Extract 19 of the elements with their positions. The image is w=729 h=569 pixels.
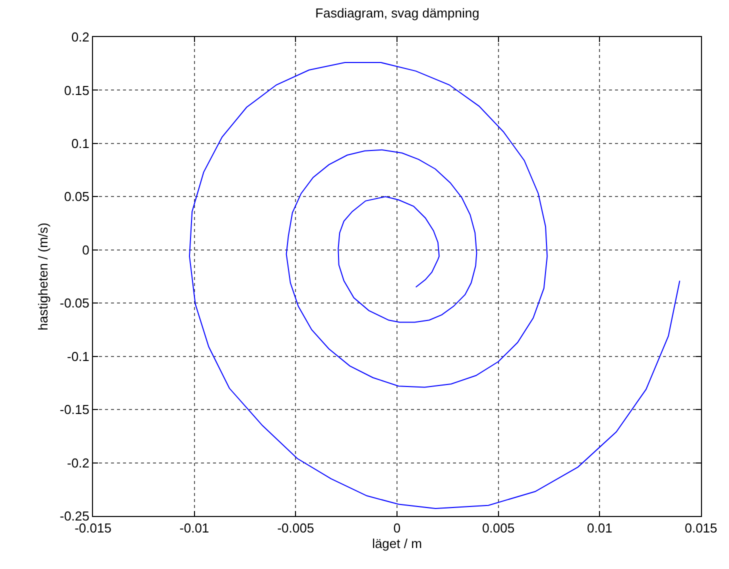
x-tick-label: -0.01 <box>180 520 210 536</box>
y-tick-label: 0 <box>82 242 90 258</box>
y-tick-label: -0.15 <box>60 402 90 418</box>
y-axis-title: hastigheten / (m/s) <box>36 222 51 330</box>
x-tick-label: 0.015 <box>684 520 718 536</box>
y-tick-label: 0.1 <box>71 136 90 151</box>
x-tick-label: 0.005 <box>482 520 515 536</box>
y-tick-label: 0.15 <box>64 82 90 98</box>
chart-title: Fasdiagram, svag dämpning <box>315 6 480 21</box>
y-tick-label: -0.1 <box>66 348 90 364</box>
y-tick-label: 0.05 <box>64 189 90 204</box>
y-tick-label: -0.05 <box>60 296 90 311</box>
x-tick-label: 0 <box>393 520 401 536</box>
line-series <box>188 62 680 510</box>
x-tick-label: -0.005 <box>277 520 314 536</box>
x-tick-label: 0.01 <box>587 520 612 536</box>
x-axis-title: läget / m <box>372 536 422 552</box>
y-tick-label: 0.2 <box>71 30 90 45</box>
y-tick-label: -0.2 <box>66 455 90 470</box>
